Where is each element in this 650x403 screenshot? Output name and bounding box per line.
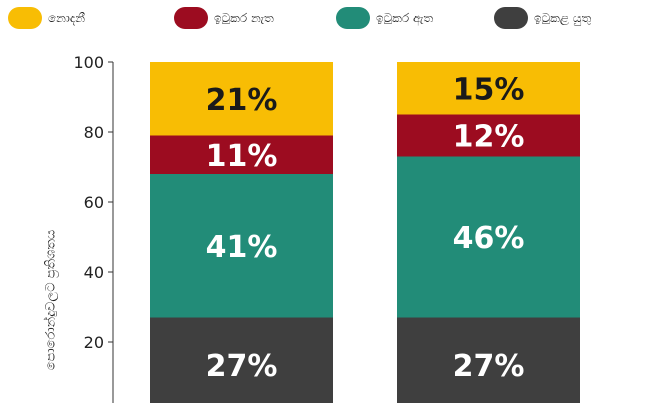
bar-segment xyxy=(150,317,333,403)
legend-label-fulfilled: ඉටුකර ඇත xyxy=(376,10,434,25)
legend-swatch-unknown xyxy=(8,7,42,29)
y-tick-label: 40 xyxy=(84,263,104,282)
bar-value-label: 41% xyxy=(206,230,278,265)
y-tick-label: 20 xyxy=(84,333,104,352)
bar-value-label: 12% xyxy=(453,120,525,155)
legend-swatch-not-fulfilled xyxy=(174,7,208,29)
legend-item-fulfilled: ඉටුකර ඇත xyxy=(336,6,433,30)
legend-item-not-fulfilled: ඉටුකර නැත xyxy=(174,6,274,30)
y-tick-label: 100 xyxy=(73,53,104,72)
bar-value-label: 11% xyxy=(206,139,278,174)
legend-swatch-to-be-fulfilled xyxy=(494,7,528,29)
bar-value-label: 21% xyxy=(206,83,278,118)
legend-label-to-be-fulfilled: ඉටුකළ යුතු xyxy=(534,10,592,25)
bar-value-label: 27% xyxy=(206,349,278,384)
bar-value-label: 15% xyxy=(453,72,525,107)
bar-segment xyxy=(397,156,580,318)
legend-item-to-be-fulfilled: ඉටුකළ යුතු xyxy=(494,6,591,30)
bar-segment xyxy=(150,62,333,136)
legend-item-unknown: නොදනී xyxy=(8,6,85,30)
y-tick-label: 60 xyxy=(84,193,104,212)
legend-swatch-fulfilled xyxy=(336,7,370,29)
bar-segment xyxy=(397,317,580,403)
bar-segment xyxy=(150,174,333,318)
chart-legend: නොදනී ඉටුකර නැත ඉටුකර ඇත ඉටුකළ යුතු xyxy=(0,0,650,36)
bar-value-label: 46% xyxy=(453,221,525,256)
y-tick-label: 80 xyxy=(84,123,104,142)
bar-segment xyxy=(150,135,333,174)
legend-label-not-fulfilled: ඉටුකර නැත xyxy=(214,10,274,25)
bar-segment xyxy=(397,114,580,157)
bar-value-label: 27% xyxy=(453,349,525,384)
legend-label-unknown: නොදනී xyxy=(48,10,85,25)
bar-segment xyxy=(397,62,580,115)
